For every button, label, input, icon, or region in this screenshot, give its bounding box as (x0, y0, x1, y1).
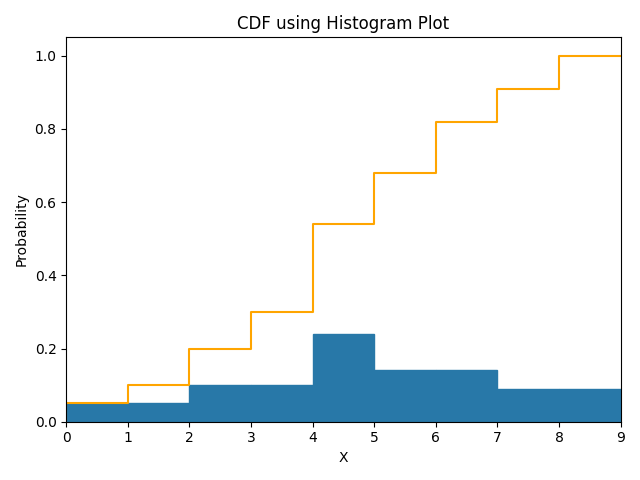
Bar (312, 334, 374, 422)
Bar (436, 371, 497, 422)
X-axis label: X: X (339, 451, 348, 465)
Y-axis label: Probability: Probability (15, 192, 29, 266)
Bar (497, 389, 559, 422)
Bar (559, 389, 621, 422)
Bar (251, 385, 312, 422)
Bar (189, 385, 251, 422)
Bar (374, 371, 436, 422)
Bar (128, 403, 189, 422)
Bar (67, 403, 128, 422)
Title: CDF using Histogram Plot: CDF using Histogram Plot (237, 15, 449, 33)
